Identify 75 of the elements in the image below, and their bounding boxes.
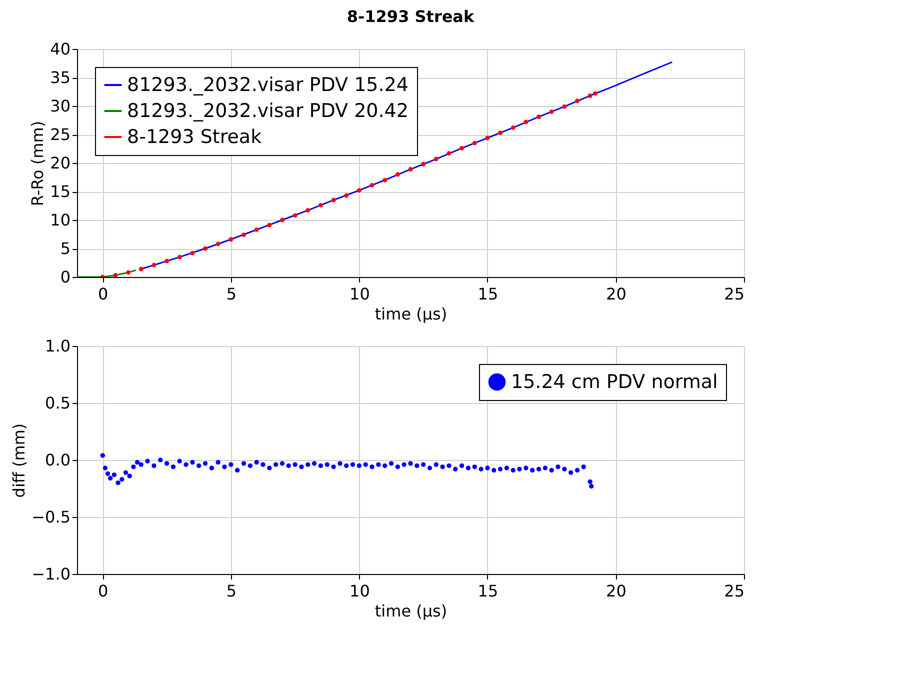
point <box>242 232 246 238</box>
point <box>177 254 182 260</box>
x-tick-label: 0 <box>98 284 108 304</box>
y-tick-label: 15 <box>50 182 70 201</box>
point <box>408 167 413 172</box>
point <box>549 109 554 114</box>
x-axis-title: time (μs) <box>374 602 448 620</box>
x-tick-label: 15 <box>478 284 498 304</box>
x-tick-label: 20 <box>606 284 626 304</box>
point <box>152 262 156 268</box>
point <box>331 198 336 202</box>
point <box>318 202 323 208</box>
y-tick-label: 40 <box>50 40 70 58</box>
legend-label: 15.24 cm PDV normal <box>511 371 718 393</box>
point <box>356 188 362 193</box>
point <box>306 208 310 213</box>
point <box>575 98 580 104</box>
y-axis-title: diff (mm) <box>10 423 29 498</box>
legend-label: 81293._2032.visar PDV 20.42 <box>127 100 408 122</box>
y-tick-label: 25 <box>50 125 70 144</box>
legend-label: 81293._2032.visar PDV 15.24 <box>127 74 408 96</box>
x-axis-title: time (μs) <box>374 304 448 324</box>
point <box>267 222 272 228</box>
point <box>254 227 259 232</box>
point <box>472 140 477 146</box>
y-tick-label: −1.0 <box>32 564 70 584</box>
point <box>370 183 374 188</box>
y-axis-title: R-Ro (mm) <box>28 120 48 206</box>
point <box>216 242 220 246</box>
y-tick-label: 5 <box>60 239 70 258</box>
point <box>138 266 144 272</box>
point <box>562 104 567 109</box>
point <box>421 162 426 166</box>
point <box>190 250 195 256</box>
y-tick-label: 30 <box>50 96 70 116</box>
point <box>485 136 490 140</box>
point <box>280 218 284 222</box>
x-tick-label: 15 <box>478 582 498 600</box>
y-tick-label: 0.0 <box>45 450 70 470</box>
line-series <box>77 269 137 277</box>
point <box>228 237 234 242</box>
y-tick-label: 0 <box>60 268 70 286</box>
y-tick-label: 0.5 <box>45 394 70 412</box>
x-tick-label: 5 <box>226 582 237 600</box>
point <box>382 178 388 182</box>
point <box>588 94 592 98</box>
point <box>113 273 118 277</box>
x-tick-label: 25 <box>724 284 744 304</box>
point <box>460 146 464 150</box>
x-tick-label: 20 <box>606 582 626 600</box>
point <box>126 270 131 275</box>
y-tick-label: 20 <box>50 154 70 172</box>
y-tick-label: 10 <box>50 210 70 230</box>
point <box>395 172 400 177</box>
point <box>344 193 349 198</box>
y-tick-label: −0.5 <box>32 508 70 526</box>
point <box>498 130 503 136</box>
point <box>292 213 298 218</box>
x-tick-label: 0 <box>98 582 108 600</box>
point <box>446 151 452 156</box>
x-tick-label: 10 <box>350 582 370 600</box>
y-tick-label: 35 <box>50 68 70 87</box>
point <box>592 91 598 96</box>
x-tick-label: 5 <box>226 284 237 304</box>
point <box>536 114 542 120</box>
y-tick-label: 1.0 <box>45 336 70 356</box>
point <box>510 125 516 130</box>
point <box>434 156 438 162</box>
chart-title: 8-1293 Streak <box>346 7 474 26</box>
x-tick-label: 10 <box>350 284 370 304</box>
point <box>524 120 528 124</box>
point <box>203 246 208 251</box>
point <box>164 258 170 264</box>
x-tick-label: 25 <box>724 582 744 600</box>
legend-label: 8-1293 Streak <box>127 126 262 148</box>
